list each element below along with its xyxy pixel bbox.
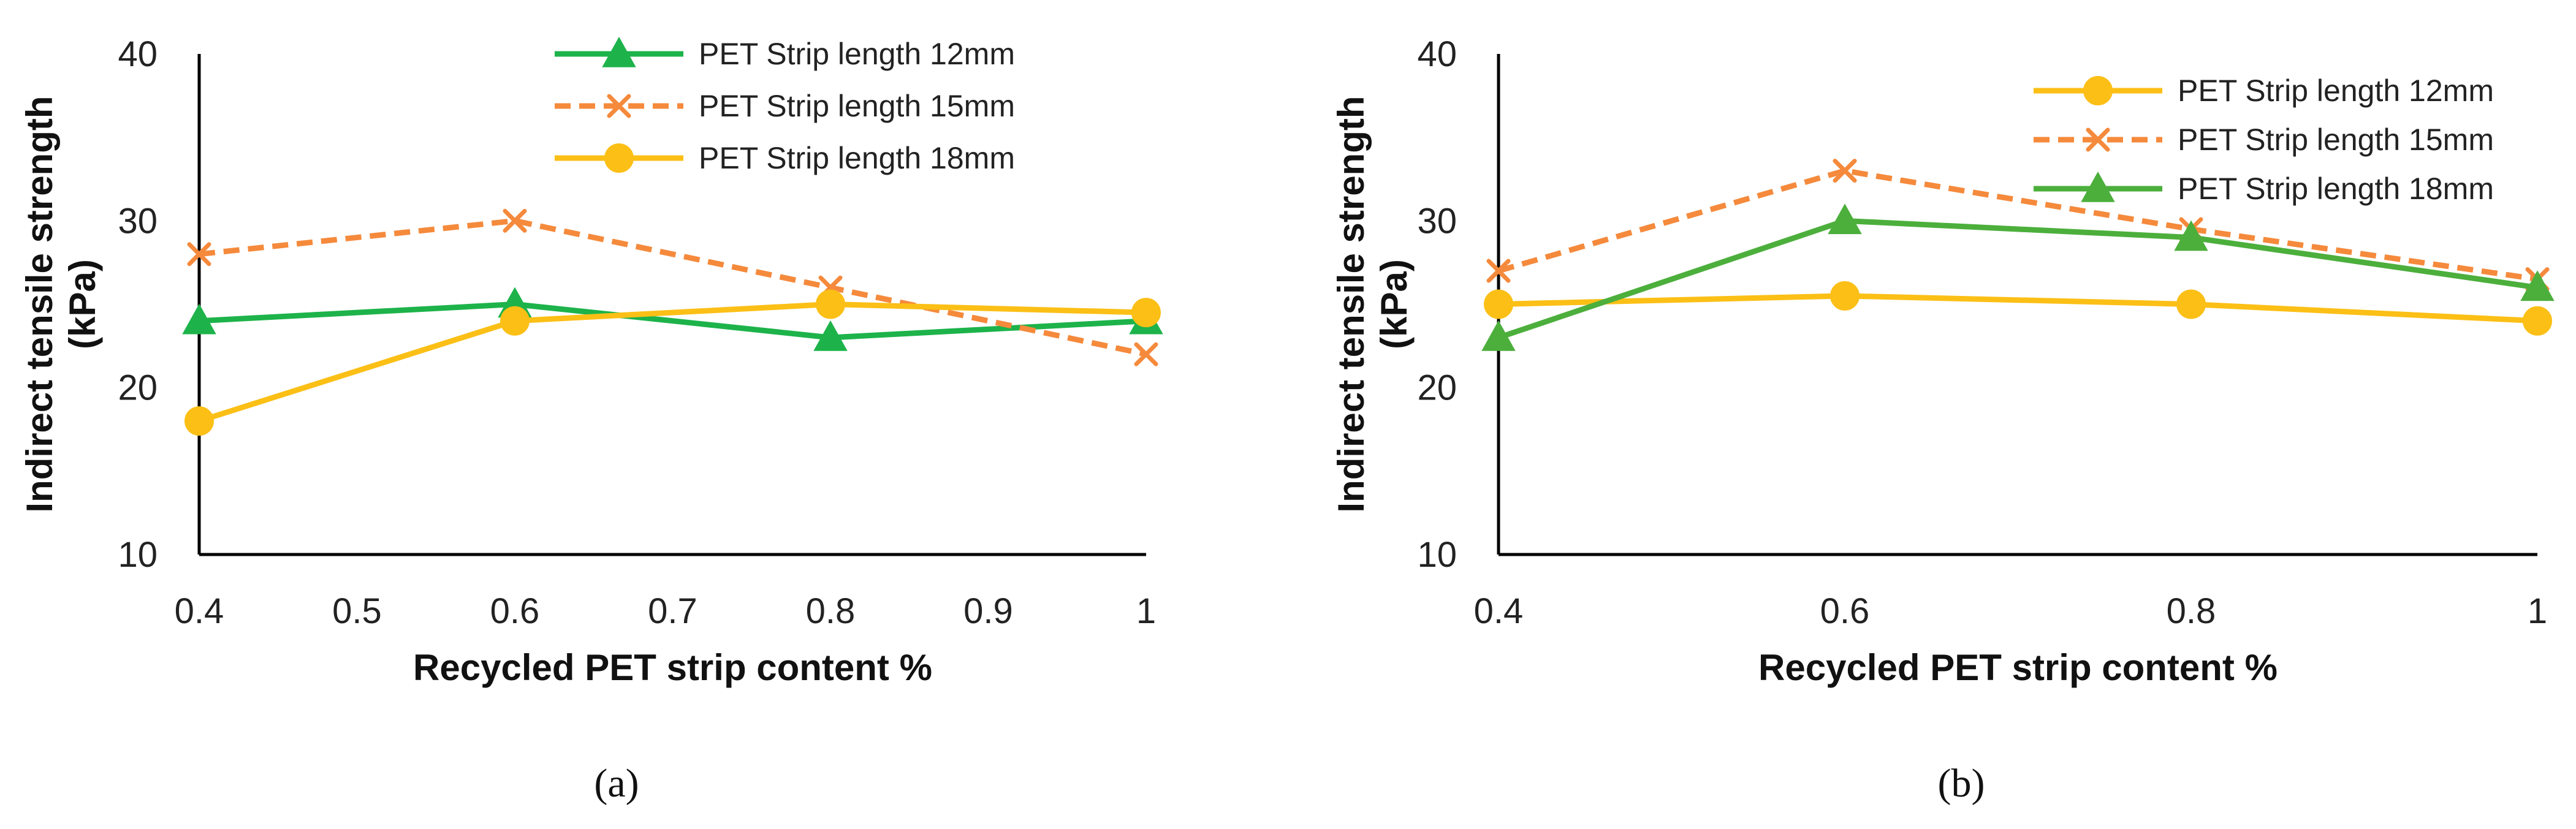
- x-tick-label: 0.5: [332, 591, 382, 631]
- y-tick-label: 20: [118, 368, 158, 408]
- data-point-series-3: [1481, 320, 1516, 351]
- data-point-series-3: [2520, 270, 2555, 301]
- legend-marker-1: [2083, 76, 2113, 105]
- data-point-series-3: [500, 306, 530, 336]
- caption-a: (a): [594, 761, 639, 806]
- data-point-series-3: [1828, 203, 1862, 235]
- legend-label-3: PET Strip length 18mm: [699, 141, 1015, 175]
- data-point-series-3: [184, 406, 214, 436]
- legend-label-1: PET Strip length 12mm: [2178, 74, 2494, 108]
- data-point-series-2: [1833, 159, 1857, 183]
- data-point-series-3: [2174, 220, 2208, 251]
- series-line-3: [1497, 218, 2538, 341]
- data-point-series-2: [1486, 259, 1511, 283]
- data-point-series-2: [1134, 342, 1158, 366]
- data-point-series-1: [1484, 289, 1513, 319]
- series-line-1: [199, 301, 1147, 341]
- x-tick-label: 0.8: [806, 591, 856, 631]
- x-axis-title: Recycled PET strip content %: [413, 647, 932, 688]
- series-line-2: [1497, 168, 2538, 282]
- x-tick-label: 0.4: [175, 591, 224, 631]
- x-tick-label: 0.4: [1474, 591, 1524, 631]
- y-tick-label: 40: [118, 34, 158, 74]
- y-axis-title: Indirect tensile strength: [1331, 96, 1372, 512]
- x-tick-label: 0.6: [490, 591, 540, 631]
- legend-marker-3: [604, 143, 634, 173]
- data-point-series-3: [816, 289, 845, 319]
- legend-label-1: PET Strip length 12mm: [699, 37, 1015, 71]
- data-point-series-3: [1131, 298, 1161, 328]
- legend-marker-2: [607, 94, 631, 118]
- legend-marker-2: [2086, 127, 2110, 152]
- data-point-series-1: [1830, 281, 1860, 311]
- y-tick-label: 30: [118, 201, 158, 241]
- y-axis-title-unit: (kPa): [62, 259, 103, 349]
- y-tick-label: 20: [1417, 368, 1457, 408]
- chart-panel-b: 10 20 30 40 0.4 0.6 0.8 1 Recycled PET strip con…: [1331, 34, 2555, 688]
- data-point-series-2: [187, 242, 211, 267]
- x-axis-title: Recycled PET strip content %: [1758, 647, 2278, 688]
- legend-marker-3: [2081, 171, 2115, 202]
- x-tick-label: 1: [2528, 591, 2547, 631]
- y-tick-label: 10: [1417, 535, 1457, 575]
- x-tick-label: 0.6: [1820, 591, 1870, 631]
- data-point-series-1: [813, 320, 848, 351]
- series-line-1: [1498, 293, 2538, 324]
- series-line-2: [199, 218, 1147, 357]
- data-point-series-1: [2523, 306, 2552, 336]
- caption-b: (b): [1938, 761, 1985, 806]
- data-point-series-2: [503, 208, 527, 233]
- x-tick-label: 0.7: [648, 591, 697, 631]
- legend-label-3: PET Strip length 18mm: [2178, 172, 2494, 206]
- x-tick-label: 0.8: [2167, 591, 2216, 631]
- y-tick-label: 40: [1417, 34, 1457, 74]
- legend-marker-1: [602, 36, 636, 67]
- x-tick-label: 0.9: [963, 591, 1013, 631]
- y-tick-label: 10: [118, 535, 158, 575]
- data-point-series-1: [2176, 289, 2206, 319]
- x-tick-label: 1: [1136, 591, 1156, 631]
- y-axis-title-unit: (kPa): [1373, 259, 1415, 349]
- legend-label-2: PET Strip length 15mm: [699, 89, 1015, 123]
- y-axis-title: Indirect tensile strength: [19, 96, 60, 512]
- y-tick-label: 30: [1417, 201, 1457, 241]
- series-line-3: [198, 301, 1147, 424]
- chart-panel-a: 10 20 30 40 0.4 0.5 0.6 0.7 0.8 0.9 1 Recycled PET …: [19, 34, 1163, 688]
- data-point-series-1: [182, 303, 216, 335]
- legend-label-2: PET Strip length 15mm: [2178, 123, 2494, 157]
